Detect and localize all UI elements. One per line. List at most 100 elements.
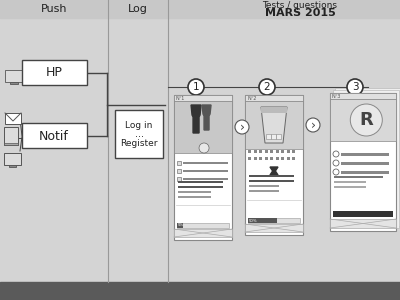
Bar xyxy=(177,177,181,181)
Bar xyxy=(254,150,256,153)
Bar xyxy=(330,93,396,231)
Bar xyxy=(281,157,284,160)
Text: Tests / questions: Tests / questions xyxy=(262,1,338,10)
Bar xyxy=(183,169,228,172)
Bar xyxy=(341,170,389,173)
Text: ›: › xyxy=(240,121,244,134)
Text: Log in: Log in xyxy=(125,121,153,130)
Bar xyxy=(5,113,21,124)
Text: 1: 1 xyxy=(193,82,199,92)
Bar xyxy=(248,218,277,223)
Circle shape xyxy=(259,79,275,95)
Bar xyxy=(4,153,21,165)
Text: Notif: Notif xyxy=(39,130,69,142)
Bar xyxy=(330,99,396,141)
Bar xyxy=(286,157,290,160)
Text: MARS 2015: MARS 2015 xyxy=(265,8,335,19)
Circle shape xyxy=(333,169,339,175)
Text: N°2: N°2 xyxy=(247,95,256,101)
Bar xyxy=(276,150,278,153)
Text: R: R xyxy=(360,111,373,129)
Bar xyxy=(264,157,268,160)
Bar xyxy=(248,218,300,223)
Bar xyxy=(5,70,23,82)
Polygon shape xyxy=(191,105,201,133)
Bar xyxy=(10,82,18,84)
Polygon shape xyxy=(270,167,278,173)
Bar xyxy=(0,282,400,300)
Circle shape xyxy=(188,79,204,95)
Bar xyxy=(254,157,256,160)
Bar xyxy=(276,134,281,139)
Bar xyxy=(174,95,232,240)
Bar xyxy=(259,157,262,160)
Text: ›: › xyxy=(310,118,316,131)
Bar xyxy=(286,150,290,153)
Bar xyxy=(330,93,396,99)
Bar xyxy=(271,134,276,139)
Bar xyxy=(270,157,273,160)
Bar xyxy=(335,88,400,226)
Bar xyxy=(330,219,396,228)
Bar xyxy=(245,95,303,235)
Text: 50%: 50% xyxy=(249,218,258,223)
Bar xyxy=(183,178,228,180)
Bar xyxy=(178,185,223,188)
Circle shape xyxy=(333,151,339,157)
Bar xyxy=(259,150,262,153)
Bar xyxy=(245,95,303,101)
Bar xyxy=(174,101,232,153)
Bar xyxy=(276,157,278,160)
Bar xyxy=(333,90,399,228)
Bar xyxy=(4,143,18,145)
Text: ...: ... xyxy=(134,129,144,139)
Text: N°1: N°1 xyxy=(176,95,185,101)
Bar xyxy=(178,196,210,198)
Bar xyxy=(261,107,287,113)
Bar xyxy=(249,179,294,182)
Text: Log: Log xyxy=(128,4,148,14)
Bar xyxy=(22,60,87,85)
Text: Push: Push xyxy=(41,4,67,14)
Text: 3: 3 xyxy=(352,82,358,92)
Bar xyxy=(22,123,87,148)
Bar xyxy=(177,223,229,228)
Bar xyxy=(245,101,303,149)
Bar xyxy=(292,150,295,153)
Polygon shape xyxy=(270,169,278,175)
Bar xyxy=(281,150,284,153)
Circle shape xyxy=(347,79,363,95)
Bar xyxy=(264,150,268,153)
Bar xyxy=(334,181,366,183)
Bar xyxy=(333,211,393,217)
Bar xyxy=(174,95,232,101)
Polygon shape xyxy=(261,107,287,143)
Text: HP: HP xyxy=(46,67,62,80)
Bar xyxy=(248,150,251,153)
Bar xyxy=(178,190,210,193)
Bar xyxy=(334,185,366,188)
Bar xyxy=(183,161,228,164)
Circle shape xyxy=(306,118,320,132)
Bar xyxy=(4,127,18,145)
Text: N°3: N°3 xyxy=(332,94,341,98)
Bar xyxy=(266,134,271,139)
Bar xyxy=(341,161,389,164)
Bar xyxy=(177,161,181,165)
Bar xyxy=(115,110,163,158)
Bar xyxy=(174,229,232,237)
Bar xyxy=(249,175,294,177)
Text: 2: 2 xyxy=(264,82,270,92)
Bar xyxy=(292,157,295,160)
Polygon shape xyxy=(202,105,211,130)
Bar xyxy=(334,176,383,178)
Circle shape xyxy=(199,143,209,153)
Bar xyxy=(178,181,223,183)
Bar xyxy=(341,152,389,155)
Bar xyxy=(0,0,400,18)
Bar xyxy=(9,165,16,167)
Circle shape xyxy=(333,160,339,166)
Circle shape xyxy=(235,120,249,134)
Text: 5%: 5% xyxy=(178,224,184,227)
Text: Register: Register xyxy=(120,139,158,148)
